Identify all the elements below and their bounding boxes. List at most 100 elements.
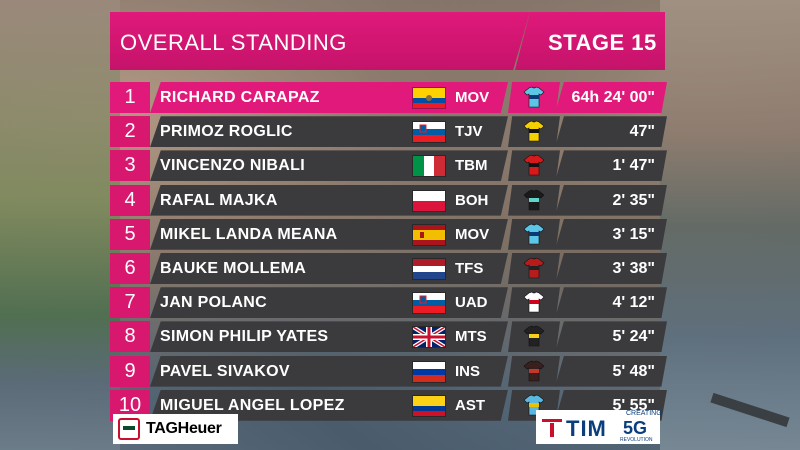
- row-time-box: 1' 47": [555, 150, 667, 182]
- row-rank: 4: [110, 184, 150, 216]
- country-flag-icon: [412, 223, 446, 246]
- row-name-bar: [150, 150, 508, 182]
- row-name-bar: [150, 287, 508, 319]
- row-time: 5' 48": [612, 362, 655, 380]
- row-rank: 2: [110, 116, 150, 148]
- row-time-box: 5' 48": [555, 355, 667, 387]
- row-time-box: 64h 24' 00": [555, 82, 667, 113]
- row-time-box: 5' 24": [555, 321, 667, 353]
- row-time: 64h 24' 00": [571, 89, 655, 106]
- team-jersey-icon: [523, 325, 545, 347]
- team-jersey-icon: [523, 223, 545, 245]
- sponsor-tagheuer: TAGHeuer: [113, 414, 238, 444]
- row-jersey-box: [508, 355, 560, 387]
- standings-row: 1 RICHARD CARAPAZ MOV 64h 24' 00": [110, 82, 670, 113]
- standings-row: 4 RAFAL MAJKA BOH 2' 35": [110, 184, 670, 216]
- row-rank: 3: [110, 150, 150, 182]
- tagheuer-text: TAGHeuer: [146, 420, 222, 437]
- row-name-bar: [150, 321, 508, 353]
- row-time-box: 3' 15": [555, 218, 667, 250]
- row-rank: 6: [110, 253, 150, 284]
- country-flag-icon: [412, 394, 446, 417]
- row-name-bar: [150, 218, 508, 250]
- standings-header: OVERALL STANDING STAGE 15: [110, 12, 670, 70]
- header-title: OVERALL STANDING: [120, 30, 347, 55]
- team-jersey-icon: [523, 86, 545, 108]
- row-jersey-box: [508, 218, 560, 250]
- row-rank: 8: [110, 321, 150, 353]
- country-flag-icon: [412, 155, 446, 178]
- row-rider-name: PRIMOZ ROGLIC: [160, 123, 293, 141]
- row-name-bar: [150, 253, 508, 284]
- row-time: 1' 47": [612, 157, 655, 175]
- row-time: 2' 35": [612, 191, 655, 209]
- row-name-bar: [150, 184, 508, 216]
- tim-creating-text: CREATING: [626, 410, 662, 417]
- row-team-code: UAD: [455, 294, 488, 312]
- standings-row: 8 SIMON PHILIP YATES MTS 5' 24": [110, 321, 670, 353]
- row-rider-name: JAN POLANC: [160, 294, 268, 312]
- row-name-bar: [150, 355, 508, 387]
- sponsor-tim: TIM CREATING 5G REVOLUTION: [536, 410, 662, 444]
- standings-row: 5 MIKEL LANDA MEANA MOV 3' 15": [110, 218, 670, 250]
- row-time-box: 47": [555, 116, 667, 148]
- row-time: 3' 15": [612, 225, 655, 243]
- row-time: 3' 38": [612, 260, 655, 277]
- row-time-box: 3' 38": [555, 253, 667, 284]
- country-flag-icon: [412, 189, 446, 212]
- team-jersey-icon: [523, 257, 545, 279]
- row-rank: 9: [110, 355, 150, 387]
- row-jersey-box: [508, 82, 560, 113]
- team-jersey-icon: [523, 360, 545, 382]
- background-left: [0, 0, 120, 450]
- country-flag-icon: [412, 258, 446, 280]
- standings-row: 6 BAUKE MOLLEMA TFS 3' 38": [110, 253, 670, 284]
- row-time: 4' 12": [612, 294, 655, 312]
- row-time: 5' 24": [612, 328, 655, 346]
- row-rider-name: RAFAL MAJKA: [160, 191, 278, 209]
- tim-revolution-text: REVOLUTION: [620, 437, 653, 443]
- row-name-bar: [150, 116, 508, 148]
- country-flag-icon: [412, 326, 446, 349]
- row-team-code: MOV: [455, 225, 490, 243]
- row-team-code: TBM: [455, 157, 488, 175]
- team-jersey-icon: [523, 120, 545, 142]
- row-team-code: MOV: [455, 89, 490, 106]
- standings-row: 9 PAVEL SIVAKOV INS 5' 48": [110, 355, 670, 387]
- row-team-code: MTS: [455, 328, 487, 346]
- row-team-code: INS: [455, 362, 481, 380]
- standings-row: 3 VINCENZO NIBALI TBM 1' 47": [110, 150, 670, 182]
- row-rider-name: MIGUEL ANGEL LOPEZ: [160, 396, 345, 414]
- header-stage-bar: [515, 12, 665, 70]
- standings-row: 10 MIGUEL ANGEL LOPEZ AST 5' 55": [110, 389, 670, 421]
- row-jersey-box: [508, 321, 560, 353]
- row-jersey-box: [508, 150, 560, 182]
- row-team-code: AST: [455, 396, 485, 414]
- team-jersey-icon: [523, 394, 545, 416]
- row-time: 5' 55": [612, 396, 655, 414]
- row-jersey-box: [508, 116, 560, 148]
- row-rider-name: MIKEL LANDA MEANA: [160, 225, 338, 243]
- row-rider-name: BAUKE MOLLEMA: [160, 260, 307, 277]
- background-right: [660, 0, 800, 450]
- row-team-code: BOH: [455, 191, 489, 209]
- tim-5g-text: 5G: [623, 418, 648, 438]
- tim-logo-icon: [542, 419, 562, 437]
- row-rank: 5: [110, 218, 150, 250]
- tagheuer-logo-icon: [118, 418, 140, 440]
- row-team-code: TFS: [455, 260, 484, 277]
- team-jersey-icon: [523, 291, 545, 313]
- row-team-code: TJV: [455, 123, 483, 141]
- country-flag-icon: [412, 87, 446, 109]
- row-rider-name: VINCENZO NIBALI: [160, 157, 305, 175]
- row-jersey-box: [508, 287, 560, 319]
- team-jersey-icon: [523, 189, 545, 211]
- row-name-bar: [150, 82, 508, 113]
- row-rank: 7: [110, 287, 150, 319]
- row-jersey-box: [508, 184, 560, 216]
- country-flag-icon: [412, 360, 446, 383]
- country-flag-icon: [412, 121, 446, 144]
- row-rank: 1: [110, 82, 150, 113]
- standings-row: 7 JAN POLANC UAD 4' 12": [110, 287, 670, 319]
- row-jersey-box: [508, 253, 560, 284]
